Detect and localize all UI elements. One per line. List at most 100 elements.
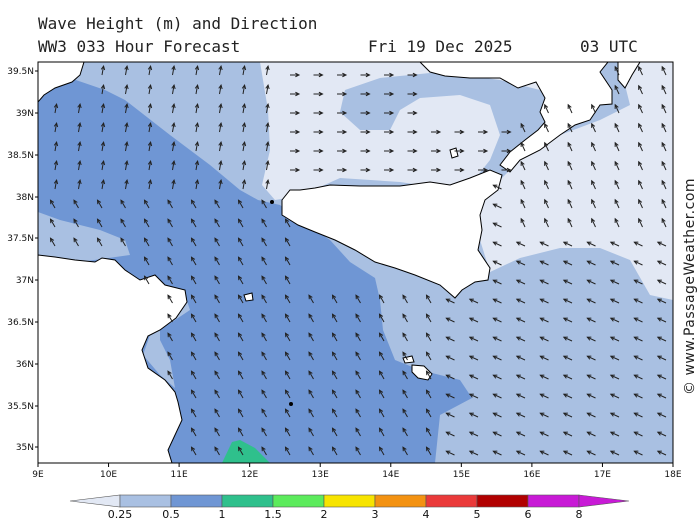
wave-arrow	[661, 122, 667, 133]
wave-arrow	[355, 389, 361, 399]
wave-arrow	[425, 389, 432, 399]
wave-arrow	[384, 148, 395, 154]
lat-tick-label: 38N	[16, 193, 34, 203]
wave-arrow	[492, 374, 502, 380]
wave-arrow	[445, 431, 455, 437]
wave-arrow	[190, 294, 197, 304]
wave-arrow	[562, 450, 573, 456]
wave-arrow	[520, 179, 526, 190]
wave-arrow	[614, 122, 620, 133]
wave-arrow	[308, 332, 314, 342]
wave-arrow	[96, 218, 103, 228]
wave-arrow	[53, 179, 59, 190]
wave-arrow	[378, 427, 385, 437]
lat-tick-label: 38.5N	[7, 151, 34, 161]
colorbar-label: 6	[525, 508, 532, 521]
wave-arrow	[284, 256, 291, 266]
wave-arrow	[284, 370, 291, 380]
wave-arrow	[515, 298, 526, 304]
wave-arrow	[425, 313, 432, 323]
wave-arrow	[544, 103, 549, 114]
colorbar-label: 3	[372, 508, 379, 521]
wave-arrow	[609, 412, 620, 418]
wave-arrow	[167, 351, 173, 361]
wave-arrow	[237, 389, 244, 399]
wave-arrow	[147, 65, 153, 76]
wave-arrow	[77, 141, 82, 152]
wave-arrow	[261, 218, 267, 228]
map-frame	[37, 61, 674, 464]
wave-arrow	[591, 198, 596, 209]
wave-arrow	[562, 317, 573, 323]
wave-arrow	[425, 370, 432, 380]
colorbar-segment	[476, 494, 529, 508]
wave-arrow	[241, 84, 247, 95]
wave-arrow	[194, 103, 200, 114]
colorbar-label: 8	[576, 508, 583, 521]
wave-arrow	[124, 103, 129, 114]
wave-arrow	[190, 427, 197, 437]
wave-arrow	[609, 393, 620, 399]
wave-arrow	[237, 294, 244, 304]
wave-arrow	[586, 298, 596, 304]
wave-arrow	[515, 336, 526, 342]
wave-arrow	[425, 427, 432, 437]
wave-arrow	[290, 91, 301, 97]
wave-arrow	[218, 160, 223, 171]
wave-arrow	[284, 427, 291, 437]
wave-arrow	[539, 431, 549, 437]
wave-arrow	[308, 351, 314, 361]
wave-arrow	[633, 450, 643, 456]
wave-arrow	[492, 298, 502, 304]
wave-arrow	[492, 279, 502, 285]
wave-arrow	[586, 355, 596, 361]
wave-arrow	[501, 148, 512, 154]
wave-arrow	[265, 65, 270, 76]
wave-arrow	[308, 294, 314, 304]
wave-arrow	[360, 110, 371, 116]
wave-arrow	[539, 336, 549, 342]
wave-arrow	[539, 241, 549, 247]
wave-arrow	[360, 91, 371, 97]
wave-arrow	[591, 179, 596, 190]
wave-arrow	[661, 179, 667, 190]
wave-arrow	[237, 256, 244, 266]
wave-arrow	[567, 217, 573, 228]
wave-arrow	[445, 450, 455, 456]
lat-tick-label: 35N	[16, 443, 34, 453]
wave-arrow	[331, 294, 338, 304]
wave-arrow	[544, 179, 549, 190]
wave-arrow	[190, 351, 197, 361]
wave-arrow	[355, 294, 361, 304]
wave-arrow	[656, 450, 667, 456]
wave-arrow	[214, 275, 220, 285]
wave-arrow	[586, 374, 596, 380]
wave-arrow	[402, 389, 408, 399]
wave-arrow	[124, 65, 129, 76]
wave-arrow	[539, 279, 549, 285]
wave-arrow	[661, 65, 667, 76]
wave-arrow	[614, 217, 620, 228]
wave-arrow	[407, 91, 418, 97]
wave-arrow	[468, 393, 479, 399]
wave-arrow	[308, 389, 314, 399]
heel-land	[617, 62, 641, 89]
wave-arrow	[214, 218, 220, 228]
wave-arrow	[378, 408, 385, 418]
wave-arrow	[284, 275, 291, 285]
wave-arrow	[445, 336, 455, 342]
wave-arrow	[378, 332, 385, 342]
wave-arrow	[147, 160, 153, 171]
wave-arrow	[313, 72, 324, 78]
wave-arrow	[284, 237, 291, 247]
wave-arrow	[656, 298, 667, 304]
wave-arrow	[638, 141, 643, 152]
lon-tick-label: 18E	[664, 470, 681, 480]
wave-arrow	[544, 217, 549, 228]
wave-arrow	[544, 141, 549, 152]
wave-arrow	[331, 313, 338, 323]
wave-arrow	[614, 84, 620, 95]
wave-arrow	[492, 260, 502, 266]
lon-tick-label: 10E	[100, 470, 117, 480]
